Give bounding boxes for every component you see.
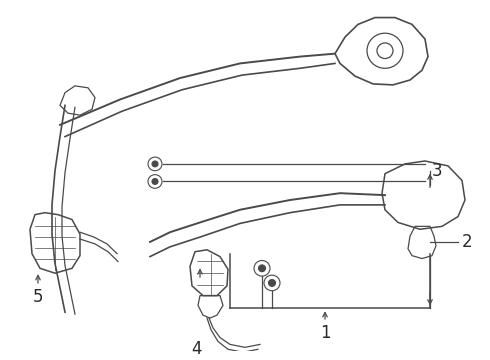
Text: 5: 5 <box>33 288 43 306</box>
Text: 3: 3 <box>432 162 442 180</box>
Text: 1: 1 <box>319 324 330 342</box>
Text: 2: 2 <box>462 233 473 251</box>
Circle shape <box>259 265 266 272</box>
Text: 4: 4 <box>191 339 201 357</box>
Circle shape <box>152 179 158 184</box>
Circle shape <box>152 161 158 167</box>
Circle shape <box>269 279 275 286</box>
